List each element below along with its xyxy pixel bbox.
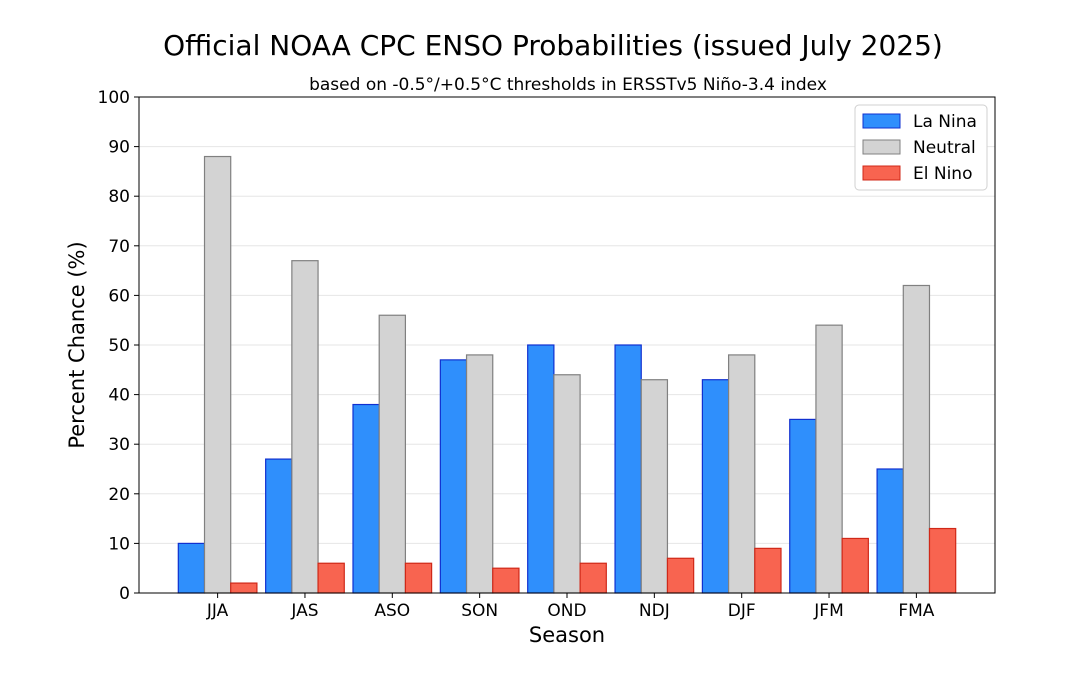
x-tick-label: OND: [547, 601, 586, 621]
x-tick-label: JJA: [206, 601, 229, 621]
y-tick-label: 10: [108, 534, 130, 554]
bar-el-nino-son: [492, 567, 520, 594]
legend-label: Neutral: [913, 138, 976, 158]
bar-el-nino-djf: [754, 547, 782, 594]
legend: La Nina Neutral El Nino: [854, 104, 988, 191]
bar-el-nino-jas: [317, 562, 345, 594]
bar-la-nina-djf: [701, 379, 730, 594]
y-tick-label: 80: [108, 187, 130, 207]
x-tick-label: FMA: [898, 601, 934, 621]
bar-el-nino-jfm: [841, 537, 869, 594]
legend-swatch-neutral: [862, 139, 901, 155]
y-tick-label: 30: [108, 435, 130, 455]
legend-label: El Nino: [913, 164, 972, 184]
bar-la-nina-jas: [265, 458, 293, 594]
legend-label: La Nina: [913, 112, 977, 132]
bar-neutral-ndj: [640, 379, 669, 594]
x-tick-label: JFM: [813, 601, 843, 621]
y-tick-label: 50: [108, 336, 130, 356]
bar-la-nina-son: [439, 359, 468, 594]
y-tick-label: 20: [108, 485, 130, 505]
chart-title: Official NOAA CPC ENSO Probabilities (is…: [163, 29, 943, 62]
bar-neutral-son: [465, 354, 494, 594]
x-tick-label: SON: [461, 601, 498, 621]
legend-swatch-la-nina: [862, 113, 901, 129]
bar-el-nino-ond: [579, 562, 607, 594]
bar-la-nina-jja: [177, 542, 206, 594]
bar-la-nina-ndj: [614, 344, 642, 594]
bar-neutral-jja: [203, 155, 232, 594]
bar-neutral-aso: [378, 314, 407, 594]
chart-subtitle: based on -0.5°/+0.5°C thresholds in ERSS…: [309, 75, 827, 95]
x-tick-label: JAS: [290, 601, 318, 621]
bar-el-nino-ndj: [666, 557, 695, 594]
y-tick-label: 70: [108, 237, 130, 257]
bar-la-nina-jfm: [789, 418, 817, 594]
bar-neutral-ond: [553, 374, 581, 594]
bar-el-nino-aso: [404, 562, 433, 594]
bar-el-nino-fma: [928, 527, 957, 594]
x-tick-label: DJF: [728, 601, 756, 621]
y-tick-label: 0: [119, 584, 130, 604]
bar-la-nina-ond: [527, 344, 555, 594]
x-tick-label: ASO: [374, 601, 410, 621]
bar-neutral-fma: [902, 284, 931, 594]
y-tick-label: 40: [108, 386, 130, 406]
y-axis-label: Percent Chance (%): [65, 241, 89, 448]
x-axis-label: Season: [529, 623, 605, 647]
bar-neutral-jfm: [815, 324, 843, 594]
bar-la-nina-fma: [876, 468, 904, 594]
legend-swatch-el-nino: [862, 165, 901, 181]
y-tick-label: 100: [98, 88, 130, 108]
x-tick-label: NDJ: [639, 601, 670, 621]
bar-neutral-djf: [727, 354, 756, 594]
y-tick-label: 90: [108, 138, 130, 158]
y-tick-label: 60: [108, 286, 130, 306]
bar-neutral-jas: [291, 260, 319, 594]
bar-la-nina-aso: [352, 403, 380, 594]
bar-el-nino-jja: [230, 582, 258, 594]
